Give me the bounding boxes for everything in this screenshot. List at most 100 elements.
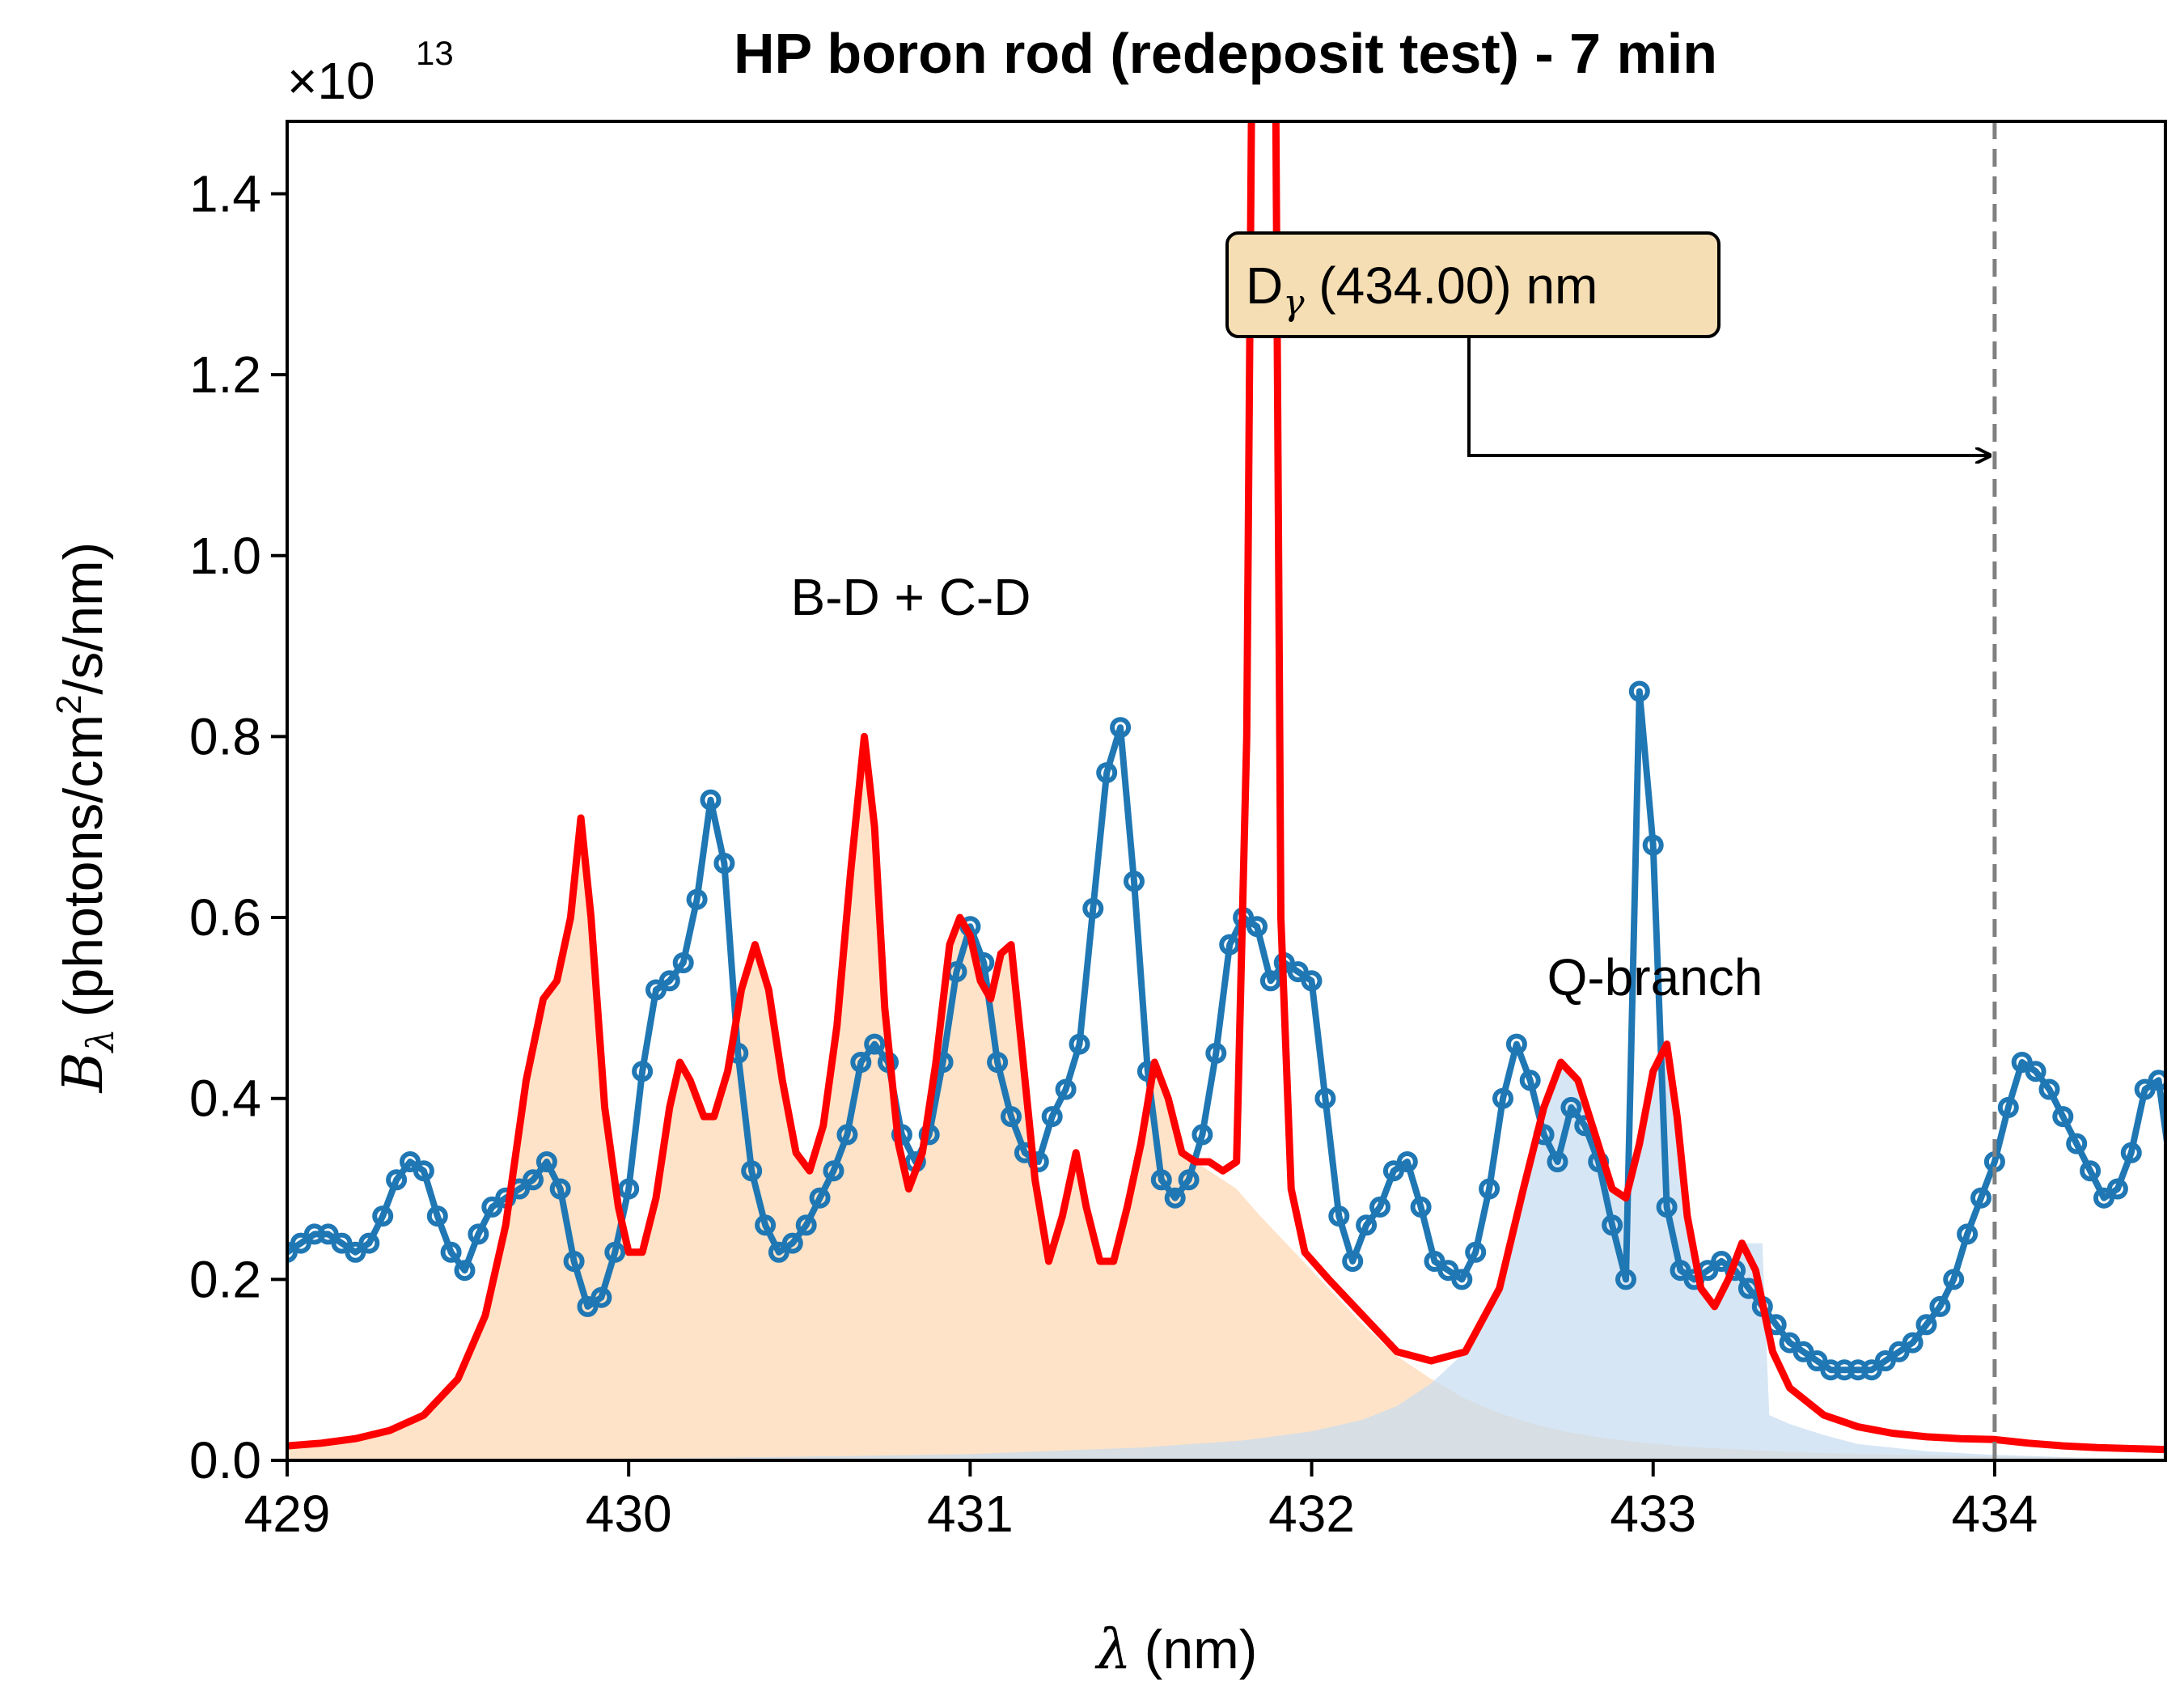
measured-point — [713, 853, 735, 874]
offset-base: ×10 — [287, 52, 375, 110]
measured-point — [755, 1214, 777, 1236]
measured-point — [645, 979, 667, 1001]
measured-point — [1519, 1070, 1541, 1091]
measured-point — [1957, 1223, 1979, 1245]
measured-point — [2093, 1187, 2114, 1209]
measured-point — [1943, 1269, 1965, 1290]
measured-point — [1178, 1169, 1200, 1191]
measured-point — [1382, 1160, 1404, 1182]
measured-line — [287, 688, 2165, 1374]
measured-point — [303, 1223, 325, 1245]
measured-point — [1246, 916, 1268, 938]
measured-point — [1096, 762, 1118, 784]
x-tick-label: 429 — [244, 1485, 331, 1543]
measured-point — [535, 1151, 557, 1172]
y-axis-unit-suffix: /s/nm) — [53, 542, 114, 695]
measured-point — [1888, 1341, 1910, 1362]
measured-point — [2120, 1142, 2142, 1163]
y-tick-label: 1.0 — [189, 527, 261, 585]
annotation-arrow — [1467, 337, 1990, 455]
measured-point — [1628, 680, 1650, 702]
measured-point — [2011, 1052, 2033, 1073]
measured-point — [1560, 1096, 1582, 1118]
measured-point — [1711, 1251, 1733, 1272]
measured-point — [823, 1160, 844, 1182]
measured-point — [658, 970, 680, 992]
measured-point — [768, 1241, 789, 1263]
measured-point — [864, 1033, 886, 1055]
x-tick-label: 430 — [586, 1485, 672, 1543]
band2-fill-area — [287, 1044, 2165, 1460]
peak-annotation: Dγ (434.00) nm — [1225, 231, 1990, 455]
measured-point — [287, 1241, 298, 1263]
measured-point — [618, 1178, 640, 1200]
measured-point — [345, 1241, 366, 1263]
measured-point — [372, 1205, 394, 1227]
x-axis-label: λ (nm) — [1094, 1618, 1258, 1682]
measured-point — [1356, 1214, 1378, 1236]
measured-point — [1219, 934, 1241, 955]
series-layer — [287, 121, 2165, 1454]
measured-point — [1301, 970, 1323, 992]
measured-point — [1670, 1260, 1691, 1282]
measured-point — [604, 1241, 626, 1263]
measured-point — [1874, 1350, 1896, 1371]
measured-point — [672, 952, 694, 973]
measured-point — [1041, 1106, 1063, 1128]
measured-point — [2052, 1106, 2074, 1128]
measured-point — [1314, 1087, 1336, 1109]
measured-point — [290, 1232, 311, 1254]
y-axis-label: Bλ (photons/cm2/s/nm) — [49, 542, 122, 1095]
x-tick-label: 434 — [1952, 1485, 2038, 1543]
measured-point — [1860, 1359, 1882, 1381]
measured-point — [1642, 834, 1664, 856]
y-tick-label: 0.6 — [189, 888, 261, 947]
measured-point — [1792, 1341, 1814, 1362]
measured-point — [2134, 1078, 2156, 1100]
measured-point — [1150, 1169, 1172, 1191]
x-axis-unit: (nm) — [1145, 1619, 1258, 1680]
measured-point — [468, 1223, 489, 1245]
x-axis-symbol: λ — [1094, 1618, 1132, 1682]
y-axis-unit-superscript: 2 — [49, 695, 89, 714]
measured-point — [795, 1214, 817, 1236]
x-tick-label: 431 — [927, 1485, 1014, 1543]
measured-point — [1205, 1042, 1227, 1064]
measured-point — [1191, 1124, 1213, 1146]
measured-point — [1069, 1033, 1090, 1055]
measured-point — [2038, 1078, 2060, 1100]
measured-point — [1410, 1196, 1432, 1218]
measured-point — [836, 1124, 858, 1146]
measured-point — [1779, 1332, 1801, 1354]
measured-point — [1806, 1350, 1828, 1371]
measured-point — [809, 1187, 831, 1209]
annotation-box — [1225, 231, 1721, 338]
measured-point — [741, 1160, 763, 1182]
measured-point — [1547, 1151, 1568, 1172]
y-axis-symbol: B — [52, 1052, 116, 1094]
measured-point — [1055, 1078, 1077, 1100]
measured-point — [2080, 1160, 2101, 1182]
band1-fill-area — [287, 736, 2165, 1460]
measured-point — [426, 1205, 448, 1227]
measured-point — [2066, 1133, 2088, 1155]
y-axis: 0.0 0.2 0.4 0.6 0.8 1.0 1.2 1.4 — [189, 164, 287, 1489]
measured-point — [549, 1178, 571, 1200]
measured-point — [1287, 961, 1309, 983]
measured-point — [1997, 1096, 2019, 1118]
measured-point — [1820, 1359, 1842, 1381]
measured-point — [1848, 1359, 1869, 1381]
measured-point — [1082, 897, 1104, 919]
plot-frame — [286, 120, 2167, 1462]
x-tick-label: 433 — [1610, 1485, 1696, 1543]
measured-point — [331, 1232, 353, 1254]
measured-point — [1615, 1269, 1636, 1290]
measured-point — [632, 1061, 654, 1083]
measured-point — [1164, 1187, 1186, 1209]
measured-point — [1437, 1260, 1459, 1282]
measured-point — [400, 1151, 421, 1172]
measured-point — [2148, 1070, 2165, 1091]
y-tick-label: 0.0 — [189, 1431, 261, 1489]
measured-point — [1110, 717, 1132, 739]
